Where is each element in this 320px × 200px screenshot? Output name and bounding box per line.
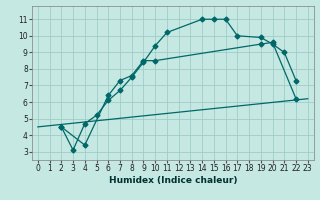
X-axis label: Humidex (Indice chaleur): Humidex (Indice chaleur)	[108, 176, 237, 185]
